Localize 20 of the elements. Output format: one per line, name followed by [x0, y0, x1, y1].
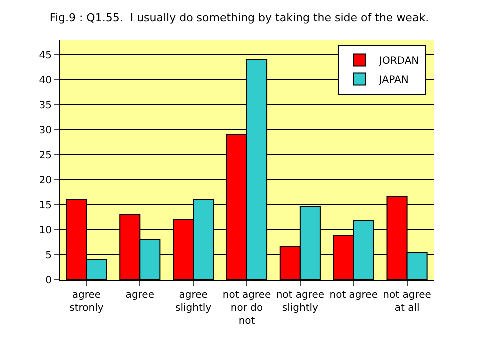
y-tick-label: 25 [39, 150, 52, 162]
y-tick-label: 5 [46, 250, 52, 262]
x-tick-label: agree [126, 290, 154, 301]
chart-title: Fig.9 : Q1.55. I usually do something by taking the side of the weak. [50, 12, 430, 24]
x-tick-label: agree slightly [176, 290, 212, 314]
y-tick-label: 35 [39, 100, 52, 112]
x-tick-label: not agree [330, 290, 378, 301]
y-tick-label: 40 [39, 76, 52, 86]
y-tick-label: 45 [39, 50, 52, 62]
y-tick-label: 20 [39, 176, 52, 186]
x-tick-label: agree stronly [70, 290, 104, 314]
y-tick-label: 0 [46, 276, 52, 286]
legend-label: JAPAN [378, 75, 409, 86]
y-tick-label: 10 [39, 226, 52, 236]
x-tick-label: not agree slightly [276, 290, 325, 314]
y-tick-label: 30 [39, 126, 52, 136]
y-tick-label: 15 [39, 200, 52, 212]
x-tick-label: not agree at all [383, 290, 432, 314]
legend-label: JORDAN [378, 56, 420, 68]
x-tick-label: not agree nor do not [222, 290, 272, 327]
